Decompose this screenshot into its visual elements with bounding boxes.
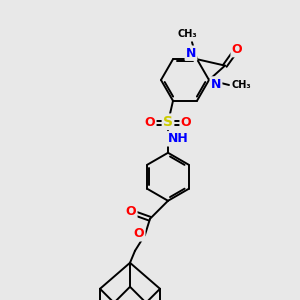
Text: O: O (232, 43, 242, 56)
Text: S: S (163, 115, 173, 129)
Text: O: O (134, 227, 144, 240)
Text: CH₃: CH₃ (177, 29, 197, 39)
Text: CH₃: CH₃ (231, 80, 251, 90)
Text: O: O (126, 205, 136, 218)
Text: N: N (211, 77, 221, 91)
Text: N: N (186, 47, 196, 60)
Text: O: O (181, 116, 191, 129)
Text: O: O (145, 116, 155, 129)
Text: NH: NH (168, 132, 188, 145)
